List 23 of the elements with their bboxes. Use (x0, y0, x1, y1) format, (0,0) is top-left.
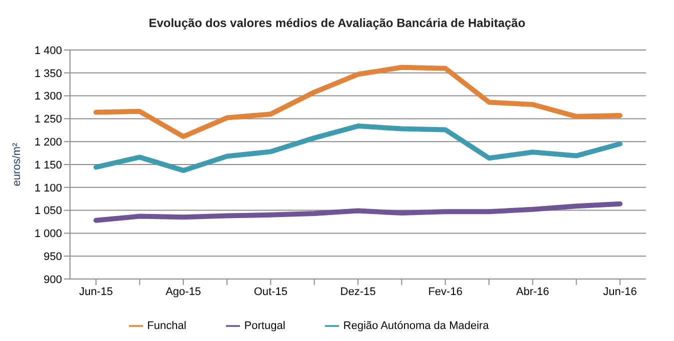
y-tick-label: 1 250 (34, 114, 62, 126)
legend-label: Portugal (244, 320, 286, 332)
y-tick-label: 1 300 (34, 90, 62, 103)
x-tick-label: Out-15 (254, 286, 288, 298)
y-tick-label: 900 (44, 274, 62, 286)
chart-title: Evolução dos valores médios de Avaliação Bancária de Habitação (148, 15, 526, 32)
y-tick-label: 950 (44, 251, 62, 264)
legend-label: Região Autónoma da Madeira (343, 320, 489, 332)
legend-label: Funchal (147, 320, 186, 332)
y-tick-label: 1 150 (34, 159, 62, 172)
x-tick-label: Jun-15 (79, 286, 113, 298)
y-tick-label: 1 050 (34, 205, 62, 218)
y-tick-label: 1 200 (34, 136, 62, 149)
y-tick-label: 1 400 (34, 44, 62, 57)
y-tick-label: 1 000 (34, 228, 62, 240)
x-tick-label: Abr-16 (516, 286, 550, 298)
x-tick-label: Ago-15 (166, 286, 202, 298)
x-tick-label: Jun-16 (603, 286, 637, 298)
y-tick-label: 1 350 (34, 68, 62, 80)
y-axis-title: euros/m² (10, 142, 23, 186)
x-tick-label: Fev-16 (428, 286, 462, 298)
y-tick-label: 1 100 (34, 182, 62, 194)
x-tick-label: Dez-15 (340, 286, 376, 298)
